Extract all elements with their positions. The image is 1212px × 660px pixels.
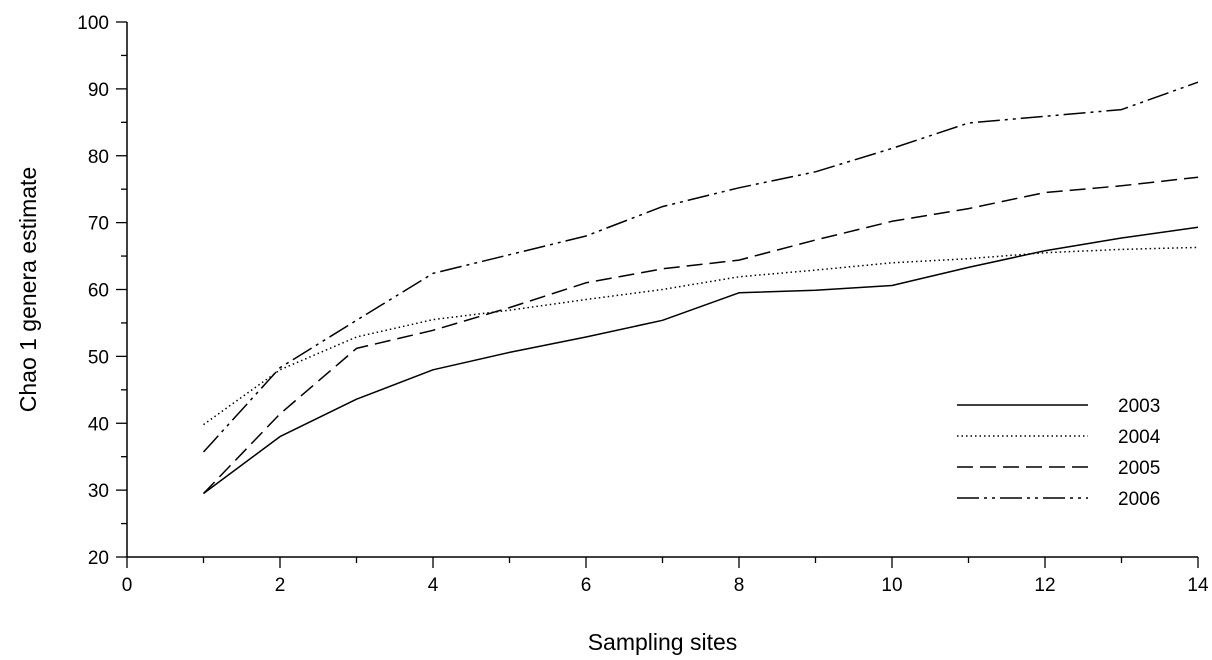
y-tick-label: 80 [88, 147, 109, 168]
x-tick-label: 4 [428, 575, 439, 596]
x-tick-label: 6 [581, 575, 592, 596]
legend-label-2003: 2003 [1118, 396, 1160, 417]
x-tick-label: 10 [881, 575, 902, 596]
x-tick-label: 14 [1187, 575, 1209, 596]
y-axis-title: Chao 1 genera estimate [15, 167, 41, 413]
legend-label-2004: 2004 [1118, 427, 1161, 448]
y-tick-label: 100 [77, 13, 109, 34]
y-tick-label: 20 [88, 548, 109, 569]
y-tick-label: 30 [88, 481, 109, 502]
axes: 0 2 4 6 8 10 12 14 20 30 40 50 60 70 80 90 100 [77, 13, 1209, 596]
x-tick-label: 8 [734, 575, 745, 596]
legend-label-2005: 2005 [1118, 458, 1160, 479]
y-tick-label: 50 [88, 347, 109, 368]
series-line-2006 [202, 81, 1199, 453]
y-tick-label: 90 [88, 80, 109, 101]
y-tick-label: 70 [88, 214, 109, 235]
legend: 2003 2004 2005 2006 [957, 396, 1161, 510]
series-line-2003 [203, 226, 1199, 495]
legend-label-2006: 2006 [1118, 489, 1160, 510]
y-ticks: 20 30 40 50 60 70 80 90 100 [77, 13, 127, 569]
series-layer [202, 81, 1199, 495]
series-line-2005 [202, 176, 1199, 495]
x-tick-label: 0 [122, 575, 133, 596]
x-tick-label: 12 [1034, 575, 1055, 596]
x-tick-label: 2 [275, 575, 286, 596]
series-line-2004 [203, 246, 1199, 426]
y-tick-label: 40 [88, 414, 109, 435]
x-ticks: 0 2 4 6 8 10 12 14 [122, 557, 1209, 596]
y-tick-label: 60 [88, 281, 109, 302]
x-axis-title: Sampling sites [588, 629, 738, 655]
